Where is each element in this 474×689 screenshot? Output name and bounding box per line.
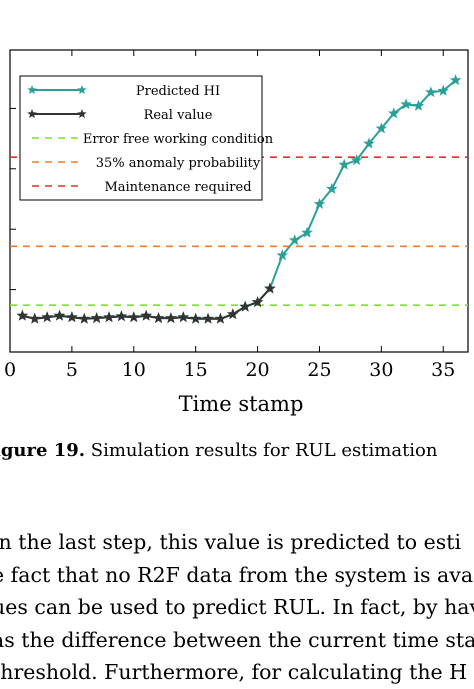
legend-marker-0 xyxy=(77,85,87,95)
series-0-point xyxy=(437,84,449,96)
series-1-point xyxy=(90,312,103,324)
legend-label-0: Predicted HI xyxy=(136,84,220,99)
body-line: threshold. Furthermore, for calculating … xyxy=(0,660,468,684)
figure-caption: igure 19. Simulation results for RUL est… xyxy=(0,440,438,461)
series-0-point xyxy=(276,249,289,261)
legend-label-2: Error free working condition xyxy=(83,132,274,147)
legend-label-3: 35% anomaly probability xyxy=(96,156,261,171)
series-1-point xyxy=(41,311,53,323)
series-1-point xyxy=(251,296,264,308)
series-0-point xyxy=(363,137,375,149)
figure-caption-label: igure 19. xyxy=(0,440,86,461)
series-1-point xyxy=(165,312,177,324)
x-axis-tick-labels: 0 5 10 15 20 25 30 35 xyxy=(4,359,455,381)
series-0-point xyxy=(301,226,313,238)
series-1-point xyxy=(239,300,251,312)
series-1-point xyxy=(128,311,140,323)
body-line: as the difference between the current ti… xyxy=(0,627,474,652)
series-1-point xyxy=(177,311,190,323)
legend-label-1: Real value xyxy=(144,108,213,123)
x-tick-label: 0 xyxy=(4,359,16,381)
series-1-point xyxy=(29,312,41,324)
series-1-point xyxy=(227,308,239,320)
body-line: in the last step, this value is predicte… xyxy=(0,530,462,554)
series-1-point xyxy=(78,312,91,324)
series-0-point xyxy=(350,154,363,166)
series-0-point xyxy=(412,99,425,111)
series-1-point xyxy=(53,309,66,321)
series-1-point xyxy=(16,309,29,321)
body-line: e fact that no R2F data from the system … xyxy=(0,562,474,587)
x-tick-label: 25 xyxy=(307,359,331,381)
figure-caption-text: Simulation results for RUL estimation xyxy=(85,440,438,461)
series-0-point xyxy=(387,107,400,119)
series-1-point xyxy=(115,310,128,322)
series-1-point xyxy=(103,311,115,323)
series-0-point xyxy=(288,234,301,246)
series-0-point xyxy=(449,74,462,86)
x-axis-title: Time stamp xyxy=(179,392,304,416)
x-tick-label: 15 xyxy=(184,359,208,381)
legend-label-4: Maintenance required xyxy=(104,180,251,195)
body-line: ues can be used to predict RUL. In fact,… xyxy=(0,595,474,619)
series-1-point xyxy=(140,309,152,321)
plot-frame xyxy=(9,49,469,353)
y-axis-ticks xyxy=(10,107,16,291)
series-0-point xyxy=(375,122,388,134)
series-0-point xyxy=(326,182,338,194)
x-tick-label: 35 xyxy=(431,359,455,381)
series-1-point xyxy=(264,282,276,294)
plot-border xyxy=(9,49,469,353)
series-1-point xyxy=(214,312,227,324)
x-tick-label: 30 xyxy=(369,359,393,381)
legend-marker-1 xyxy=(77,109,87,119)
legend-marker-0 xyxy=(27,85,37,95)
series-0-point xyxy=(338,158,350,170)
series-1-point xyxy=(152,312,165,324)
series-0-point xyxy=(400,98,412,110)
x-tick-label: 5 xyxy=(66,359,78,381)
series-0-point xyxy=(313,197,326,209)
series-1-point xyxy=(202,312,214,324)
legend-marker-1 xyxy=(27,109,37,119)
legend: Predicted HI Real value Error free working… xyxy=(19,75,274,201)
chart: 0 5 10 15 20 25 30 35 Predicted HI Real value Err… xyxy=(4,49,469,416)
series-1-point xyxy=(189,312,202,324)
series-0-point xyxy=(425,86,437,98)
x-axis-ticks xyxy=(9,50,444,352)
series-1-point xyxy=(66,311,78,323)
reference-lines xyxy=(10,156,468,306)
x-tick-label: 20 xyxy=(245,359,269,381)
body-paragraph: in the last step, this value is predicte… xyxy=(0,526,474,689)
x-tick-label: 10 xyxy=(122,359,146,381)
series-markers xyxy=(16,74,462,324)
